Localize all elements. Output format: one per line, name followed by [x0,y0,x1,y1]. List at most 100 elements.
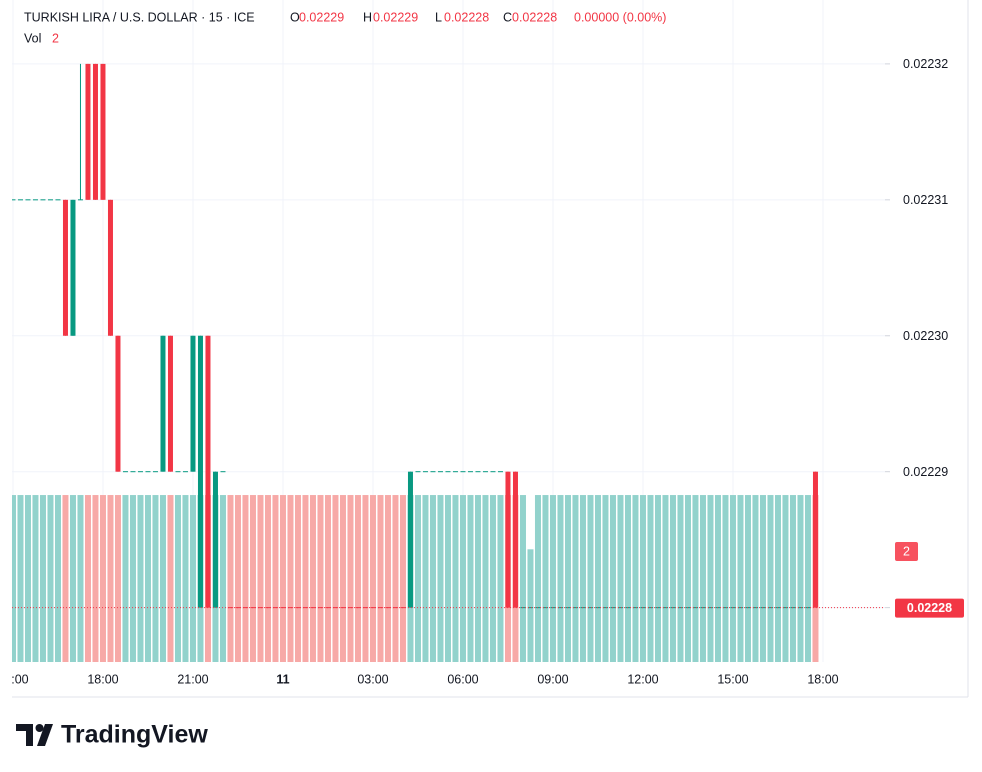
volume-value: 2 [52,31,59,45]
candle-body [812,471,818,608]
candle-body [737,607,743,609]
candle-body [100,63,106,200]
volume-bar [12,495,16,662]
candle-body [122,471,128,473]
x-tick-label: 15:00 [717,672,748,686]
candle-body [430,471,436,473]
candle-body [415,471,421,473]
volume-bar [459,495,466,662]
volume-bar [452,495,459,662]
volume-bar [279,495,286,662]
candle-body [587,607,593,609]
volume-bar [557,495,564,662]
volume-bar [189,495,196,662]
volume-bar [647,495,654,662]
candle-body [160,335,166,472]
volume-bar [497,495,504,662]
volume-bar [287,495,294,662]
candle-body [445,471,451,473]
candle-body [377,607,383,609]
y-tick-label: 0.02229 [903,465,948,479]
volume-bar [474,495,481,662]
candle-body [677,607,683,609]
volume-bar [759,495,766,662]
candle-body [302,607,308,609]
volume-bar [62,495,69,662]
x-tick-label: 15:00 [0,672,29,686]
volume-bar [617,495,624,662]
volume-bar [572,495,579,662]
volume-bar [392,495,399,662]
volume-bar [669,495,676,662]
volume-bar [579,495,586,662]
y-tick-label: 0.02231 [903,193,948,207]
candle-body [692,607,698,609]
candle-body [527,607,533,609]
candle-body [797,607,803,609]
candle-body [452,471,458,473]
candle-body [662,607,668,609]
candle-wick [79,63,81,200]
volume-bar [789,495,796,662]
x-tick-label: 03:00 [357,672,388,686]
volume-bar [227,495,234,662]
volume-bar [692,495,699,662]
candle-body [212,471,218,608]
volume-bar [399,495,406,662]
volume-bar [542,495,549,662]
candle-body [182,471,188,473]
symbol-title: TURKISH LIRA / U.S. DOLLAR · 15 · ICE [24,10,255,24]
y-tick-label: 0.02230 [903,329,948,343]
candle-body [422,471,428,473]
candle-body [152,471,158,473]
volume-bar [489,495,496,662]
volume-bar [632,495,639,662]
candle-body [782,607,788,609]
volume-bar [122,495,129,662]
high-label: H [363,10,372,24]
volume-bar [594,495,601,662]
candle-body [92,63,98,200]
candle-body [602,607,608,609]
volume-bar [609,495,616,662]
candle-body [317,607,323,609]
volume-bar [137,495,144,662]
volume-bar [47,495,54,662]
volume-bar [69,495,76,662]
volume-bar [587,495,594,662]
volume-bar [782,495,789,662]
volume-bar [744,495,751,662]
volume-bar [482,495,489,662]
candle-body [40,199,46,201]
candle-body [115,335,121,472]
volume-bar [107,495,114,662]
x-tick-label: 18:00 [87,672,118,686]
logo-seven [16,724,33,746]
last-price-badge [895,598,964,618]
volume-bar [234,495,241,662]
volume-bar [722,495,729,662]
volume-bar [444,495,451,662]
volume-bar [24,495,31,662]
volume-bar [92,495,99,662]
candle-body [362,607,368,609]
candle-body [220,471,226,473]
volume-bar [129,495,136,662]
candle-body [205,335,211,608]
candle-body [497,471,503,473]
candle-body [85,63,91,200]
volume-bar [152,495,159,662]
volume-bar [602,495,609,662]
volume-bar [767,495,774,662]
volume-bar [422,495,429,662]
x-tick-label: 21:00 [177,672,208,686]
candle-body [542,607,548,609]
candle-body [257,607,263,609]
volume-bar [332,495,339,662]
x-tick-label: 06:00 [447,672,478,686]
volume-bar [429,495,436,662]
volume-bar [264,495,271,662]
volume-bar [249,495,256,662]
volume-bar [752,495,759,662]
